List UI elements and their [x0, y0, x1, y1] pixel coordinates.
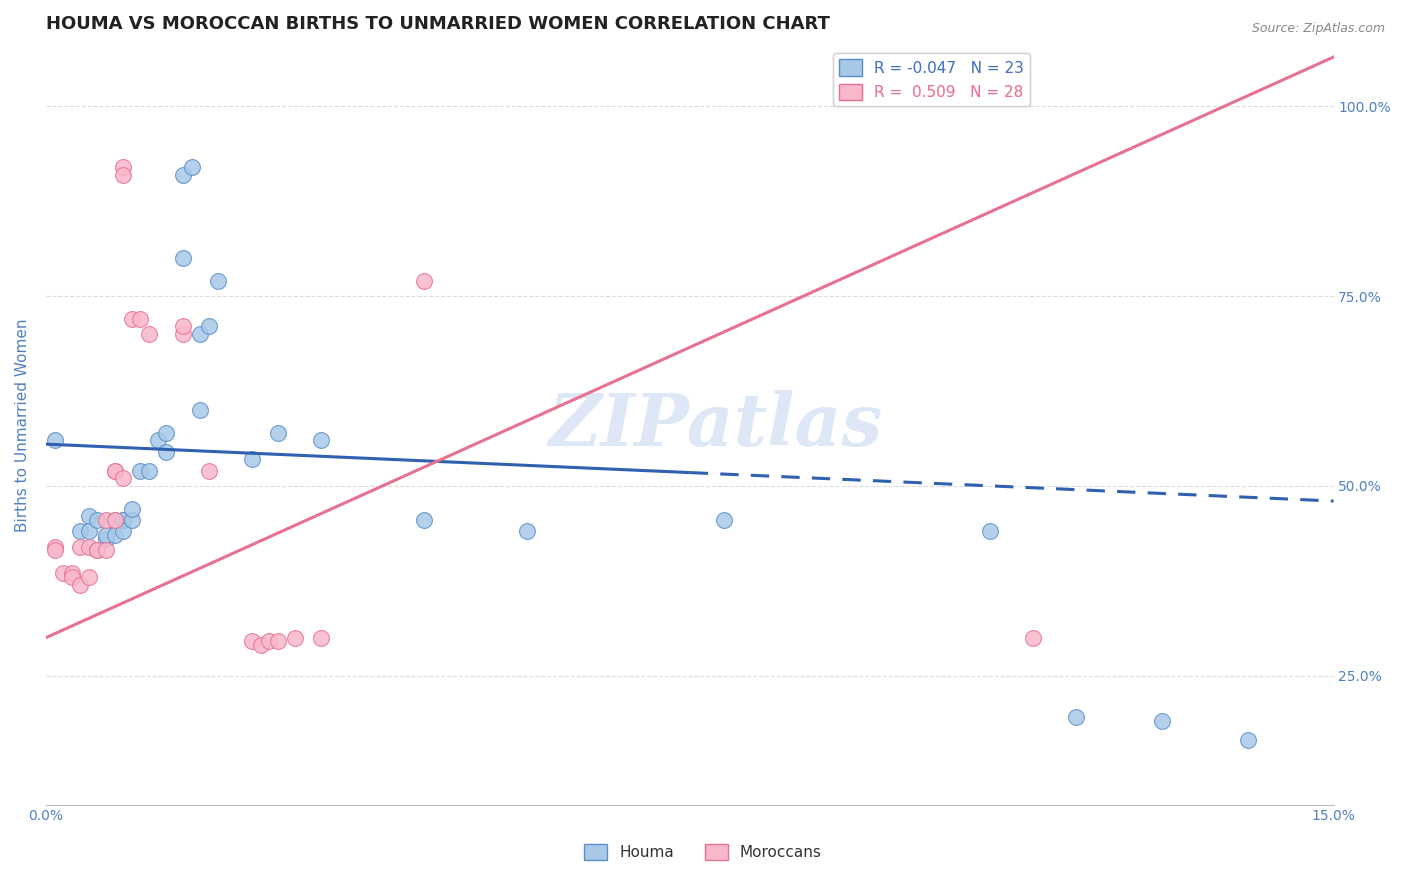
Point	[104, 513, 127, 527]
Point	[129, 464, 152, 478]
Point	[94, 543, 117, 558]
Text: Source: ZipAtlas.com: Source: ZipAtlas.com	[1251, 22, 1385, 36]
Point	[112, 168, 135, 182]
Y-axis label: Births to Unmarried Women: Births to Unmarried Women	[15, 318, 30, 532]
Point	[309, 434, 332, 448]
Text: ZIPatlas: ZIPatlas	[548, 390, 883, 460]
Point	[77, 509, 100, 524]
Point	[129, 311, 152, 326]
Point	[77, 524, 100, 539]
Point	[69, 540, 91, 554]
Point	[1022, 631, 1045, 645]
Point	[412, 274, 434, 288]
Point	[52, 566, 75, 581]
Text: HOUMA VS MOROCCAN BIRTHS TO UNMARRIED WOMEN CORRELATION CHART: HOUMA VS MOROCCAN BIRTHS TO UNMARRIED WO…	[46, 15, 830, 33]
Point	[60, 566, 83, 581]
Point	[104, 464, 127, 478]
Point	[104, 464, 127, 478]
Point	[309, 631, 332, 645]
Legend: R = -0.047   N = 23, R =  0.509   N = 28: R = -0.047 N = 23, R = 0.509 N = 28	[832, 54, 1029, 106]
Point	[69, 577, 91, 591]
Point	[138, 464, 160, 478]
Point	[104, 528, 127, 542]
Point	[172, 327, 194, 342]
Point	[94, 528, 117, 542]
Point	[979, 524, 1001, 539]
Point	[112, 160, 135, 174]
Point	[180, 160, 202, 174]
Point	[121, 513, 143, 527]
Point	[104, 513, 127, 527]
Point	[190, 327, 212, 342]
Point	[94, 532, 117, 546]
Point	[1236, 733, 1258, 747]
Point	[121, 501, 143, 516]
Point	[86, 543, 108, 558]
Point	[257, 634, 280, 648]
Point	[172, 319, 194, 334]
Point	[267, 634, 290, 648]
Point	[1150, 714, 1173, 728]
Point	[190, 403, 212, 417]
Point	[86, 543, 108, 558]
Point	[44, 434, 66, 448]
Point	[77, 540, 100, 554]
Point	[60, 570, 83, 584]
Point	[249, 638, 271, 652]
Point	[412, 513, 434, 527]
Point	[240, 634, 263, 648]
Point	[112, 513, 135, 527]
Point	[44, 543, 66, 558]
Point	[94, 513, 117, 527]
Point	[172, 251, 194, 265]
Point	[267, 425, 290, 440]
Point	[138, 327, 160, 342]
Point	[155, 425, 177, 440]
Point	[77, 570, 100, 584]
Point	[112, 524, 135, 539]
Point	[86, 513, 108, 527]
Point	[69, 524, 91, 539]
Point	[284, 631, 307, 645]
Point	[516, 524, 538, 539]
Point	[44, 540, 66, 554]
Point	[713, 513, 735, 527]
Point	[112, 513, 135, 527]
Point	[198, 319, 221, 334]
Point	[172, 168, 194, 182]
Point	[1064, 710, 1087, 724]
Point	[240, 452, 263, 467]
Point	[207, 274, 229, 288]
Point	[121, 311, 143, 326]
Point	[112, 471, 135, 485]
Point	[155, 444, 177, 458]
Point	[146, 434, 169, 448]
Legend: Houma, Moroccans: Houma, Moroccans	[578, 838, 828, 866]
Point	[198, 464, 221, 478]
